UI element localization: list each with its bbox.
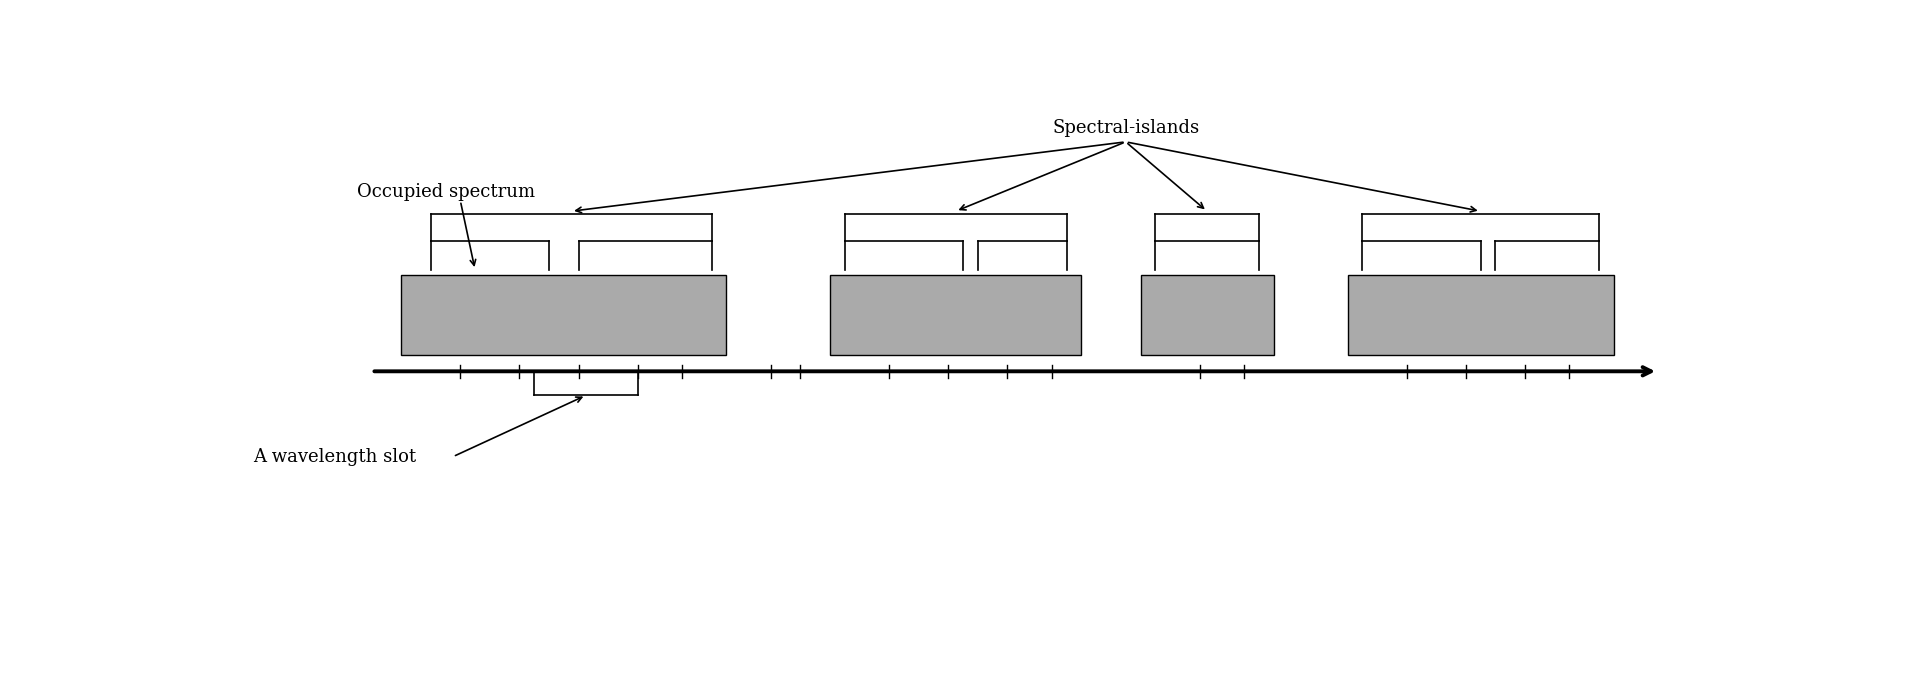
Bar bbox=[1140, 275, 1272, 356]
Bar bbox=[830, 275, 1081, 356]
Text: Occupied spectrum: Occupied spectrum bbox=[357, 182, 534, 200]
Bar bbox=[400, 275, 727, 356]
Text: A wavelength slot: A wavelength slot bbox=[254, 448, 416, 466]
Bar bbox=[1346, 275, 1613, 356]
Text: Spectral-islands: Spectral-islands bbox=[1051, 119, 1200, 137]
